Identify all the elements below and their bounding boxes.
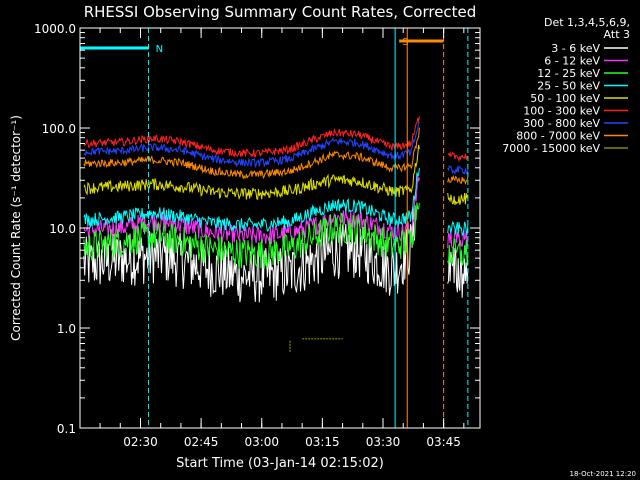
y-tick-label: 1.0 [57,322,76,336]
legend-label: 7000 - 15000 keV [502,142,600,155]
series-after-gap-4 [447,192,469,206]
series-line-0 [83,206,416,303]
x-tick-label: 03:15 [305,435,340,449]
legend-label: 800 - 7000 keV [516,130,600,143]
y-tick-label: 100.0 [42,122,76,136]
series-line-5 [83,116,420,158]
series-line-2 [83,202,420,269]
series-after-gap-6 [447,164,469,176]
legend-header-attenuator: Att 3 [604,28,630,41]
legend-label: 3 - 6 keV [551,42,600,55]
legend-label: 50 - 100 keV [530,92,600,105]
series-line-3 [83,167,420,232]
x-tick-label: 03:00 [244,435,279,449]
x-tick-label: 03:30 [366,435,401,449]
series-line-1 [83,175,420,245]
x-tick-label: 02:45 [184,435,219,449]
axes: 0.1 1.0 10.0 100.0 1000.0 02:30 02:45 03:00 03:1… [34,22,481,449]
legend-label: 12 - 25 keV [537,67,600,80]
series-line-8 [289,338,343,352]
legend-label: 100 - 300 keV [523,105,600,118]
x-tick-label: 02:30 [123,435,158,449]
series-after-gap-3 [447,221,469,237]
legend-label: 300 - 800 keV [523,117,600,130]
y-axis-label: Corrected Count Rate (s⁻¹ detector⁻¹) [9,115,23,341]
series-after-gap-5 [447,150,469,163]
legend-label: 25 - 50 keV [537,80,600,93]
data-series [83,116,469,352]
series-after-gap-0 [447,246,469,298]
flag-label-0: N [156,44,163,55]
series-line-6 [83,121,420,169]
y-tick-label: 0.1 [57,422,76,436]
y-tick-label: 1000.0 [34,22,76,36]
footer-date: 18-Oct-2021 12:20 [570,470,636,478]
series-after-gap-2 [447,238,469,267]
y-tick-label: 10.0 [49,222,76,236]
chart-title: RHESSI Observing Summary Count Rates, Co… [84,3,477,21]
flag-label-1: S [402,37,408,48]
series-line-7 [83,127,420,180]
series-line-4 [83,144,420,201]
legend-header-detectors: Det 1,3,4,5,6,9, [544,16,630,29]
series-after-gap-7 [447,174,469,185]
x-axis-label: Start Time (03-Jan-14 02:15:02) [176,456,384,471]
legend-label: 6 - 12 keV [544,55,600,68]
x-tick-label: 03:45 [426,435,461,449]
